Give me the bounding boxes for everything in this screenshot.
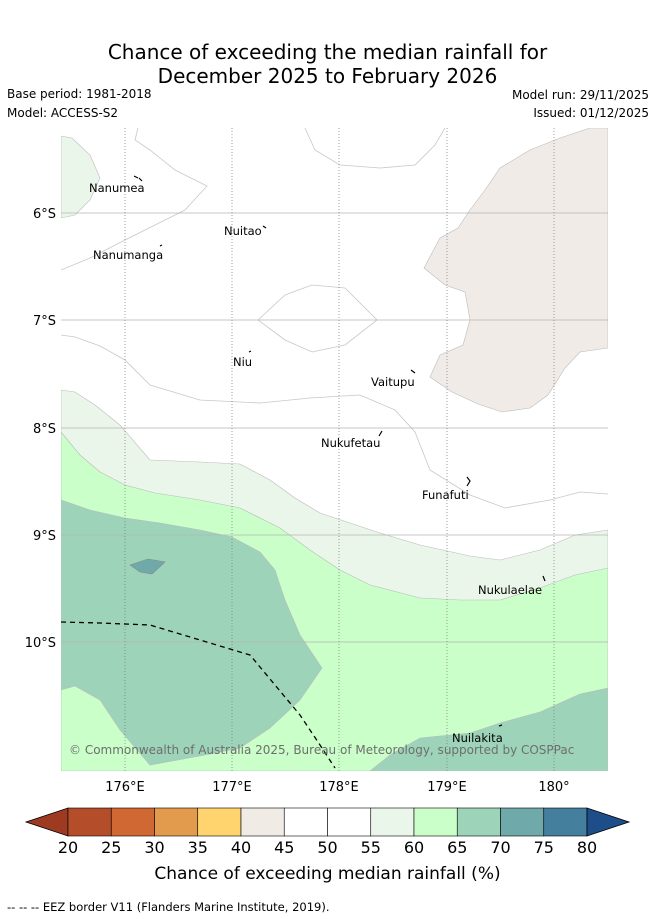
colorbar: 20 25 30 35 40 45 50 55 60 65 70 75 80 xyxy=(24,807,631,857)
copyright-notice: © Commonwealth of Australia 2025, Bureau… xyxy=(69,743,574,757)
colorbar-high-extend xyxy=(586,807,631,837)
colorbar-low-extend xyxy=(24,807,69,837)
region-65-70-se xyxy=(369,687,608,771)
islands xyxy=(133,175,546,727)
island-vaitupu xyxy=(410,369,416,374)
island-nukufetau xyxy=(378,430,383,437)
island-niu xyxy=(248,350,252,353)
rainfall-map: Nanumea Nuitao Nanumanga Niu Vaitupu Nuk… xyxy=(24,128,631,857)
lat-label-10s: 10°S xyxy=(25,636,56,651)
colorbar-cell xyxy=(370,807,415,837)
colorbar-tick-label: 50 xyxy=(317,838,337,857)
issued-date: Issued: 01/12/2025 xyxy=(533,106,649,120)
colorbar-cell xyxy=(500,807,545,837)
region-70-75 xyxy=(129,558,166,575)
island-nuilakita xyxy=(498,724,503,727)
place-labels: Nanumea Nuitao Nanumanga Niu Vaitupu Nuk… xyxy=(89,181,542,745)
label-nanumea: Nanumea xyxy=(89,181,145,195)
colorbar-cell xyxy=(67,807,112,837)
label-nukufetau: Nukufetau xyxy=(321,436,380,450)
label-nukulaelae: Nukulaelae xyxy=(478,583,542,597)
colorbar-cell xyxy=(154,807,199,837)
island-nukulaelae xyxy=(542,575,546,582)
title-line-2: December 2025 to February 2026 xyxy=(157,64,498,88)
colorbar-tick-label: 35 xyxy=(188,838,208,857)
colorbar-tick-label: 75 xyxy=(534,838,554,857)
lon-label-176e: 176°E xyxy=(105,780,145,795)
colorbar-cell xyxy=(283,807,328,837)
map-title: Chance of exceeding the median rainfall … xyxy=(0,40,655,88)
lat-label-7s: 7°S xyxy=(33,314,56,329)
colorbar-cell xyxy=(413,807,458,837)
colorbar-tick-label: 20 xyxy=(58,838,78,857)
region-40-45 xyxy=(423,128,608,413)
contour-line-mid xyxy=(61,334,608,509)
longitude-labels: 176°E 177°E 178°E 179°E 180° xyxy=(105,780,569,795)
lon-label-179e: 179°E xyxy=(427,780,467,795)
colorbar-cell xyxy=(327,807,372,837)
eez-border xyxy=(61,621,336,769)
island-funafuti xyxy=(466,476,471,487)
label-nuitao: Nuitao xyxy=(224,224,262,238)
eez-legend: -- -- -- EEZ border V11 (Flanders Marine… xyxy=(7,900,330,914)
colorbar-tick-label: 65 xyxy=(447,838,467,857)
colorbar-cell xyxy=(456,807,501,837)
colorbar-tick-label: 70 xyxy=(490,838,510,857)
title-line-1: Chance of exceeding the median rainfall … xyxy=(107,40,548,64)
region-65-70-sw xyxy=(61,499,323,766)
island-nuitao xyxy=(262,225,267,229)
latitude-labels: 6°S 7°S 8°S 9°S 10°S xyxy=(25,207,56,651)
colorbar-tick-label: 80 xyxy=(577,838,597,857)
colorbar-label: Chance of exceeding median rainfall (%) xyxy=(154,864,501,884)
lon-label-180: 180° xyxy=(538,780,569,795)
island-nanumanga xyxy=(159,244,163,247)
colorbar-ticks: 20 25 30 35 40 45 50 55 60 65 70 75 80 xyxy=(58,838,597,857)
lat-label-9s: 9°S xyxy=(33,529,56,544)
base-period: Base period: 1981-2018 xyxy=(7,87,152,101)
lat-label-8s: 8°S xyxy=(33,422,56,437)
lat-label-6s: 6°S xyxy=(33,207,56,222)
colorbar-cell xyxy=(240,807,285,837)
lon-label-177e: 177°E xyxy=(212,780,252,795)
contour-line-north xyxy=(61,128,208,271)
colorbar-tick-label: 55 xyxy=(361,838,381,857)
colorbar-cell xyxy=(543,807,588,837)
model-name: Model: ACCESS-S2 xyxy=(7,106,119,120)
longitude-gridlines xyxy=(124,128,555,771)
model-run: Model run: 29/11/2025 xyxy=(511,88,649,102)
lon-label-178e: 178°E xyxy=(319,780,359,795)
colorbar-cell xyxy=(197,807,242,837)
latitude-gridlines xyxy=(61,212,608,643)
colorbar-tick-label: 40 xyxy=(231,838,251,857)
colorbar-tick-label: 60 xyxy=(404,838,424,857)
label-nuilakita: Nuilakita xyxy=(452,731,503,745)
colorbar-tick-label: 45 xyxy=(274,838,294,857)
colorbar-cell xyxy=(110,807,155,837)
colorbar-cells xyxy=(67,807,588,837)
map-area: Nanumea Nuitao Nanumanga Niu Vaitupu Nuk… xyxy=(61,128,608,771)
island-nanumea xyxy=(133,175,143,182)
label-niu: Niu xyxy=(233,355,252,369)
label-vaitupu: Vaitupu xyxy=(371,375,415,389)
colorbar-tick-label: 30 xyxy=(144,838,164,857)
region-55-60-nw xyxy=(61,135,101,219)
label-funafuti: Funafuti xyxy=(422,488,469,502)
label-nanumanga: Nanumanga xyxy=(93,248,163,262)
colorbar-tick-label: 25 xyxy=(101,838,121,857)
contour-line-ne xyxy=(304,128,446,169)
